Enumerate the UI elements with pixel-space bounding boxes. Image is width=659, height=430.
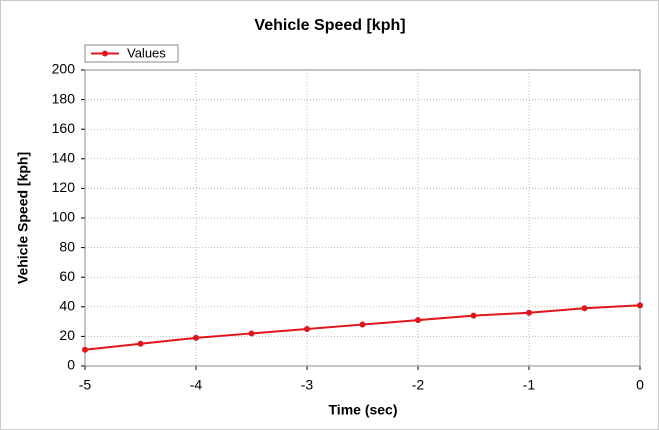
point — [82, 346, 88, 353]
legend-marker — [102, 50, 108, 57]
y-tick-label: 200 — [52, 61, 76, 77]
x-tick-label: -1 — [523, 377, 536, 393]
y-tick-label: 80 — [59, 238, 75, 254]
y-tick-label: 140 — [52, 150, 76, 166]
legend-label: Values — [127, 45, 166, 60]
point — [248, 330, 255, 337]
point — [137, 340, 144, 347]
y-tick-label: 100 — [52, 209, 76, 225]
point — [637, 302, 643, 309]
y-tick-label: 120 — [52, 179, 76, 195]
point — [581, 305, 588, 312]
point — [193, 334, 199, 341]
y-tick-label: 40 — [59, 298, 75, 314]
point — [304, 326, 310, 332]
y-axis-label: Vehicle Speed [kph] — [15, 152, 31, 284]
legend-box — [84, 44, 179, 63]
y-tick-label: 160 — [52, 120, 76, 136]
x-tick-label: -5 — [79, 377, 92, 393]
chart-title: Vehicle Speed [kph] — [254, 17, 405, 34]
y-tick-label: 60 — [59, 268, 75, 284]
x-tick-label: -4 — [190, 377, 203, 393]
plot-area — [84, 69, 641, 367]
x-tick-label: -2 — [412, 377, 425, 393]
x-axis-label: Time (sec) — [329, 402, 398, 418]
point — [526, 309, 532, 316]
y-tick-label: 180 — [52, 90, 76, 106]
y-tick-label: 20 — [59, 327, 75, 343]
point — [470, 312, 477, 319]
x-tick-label: 0 — [636, 377, 644, 393]
point — [359, 321, 366, 328]
point — [415, 317, 421, 324]
x-tick-label: -3 — [301, 377, 314, 393]
y-tick-label: 0 — [67, 357, 75, 373]
